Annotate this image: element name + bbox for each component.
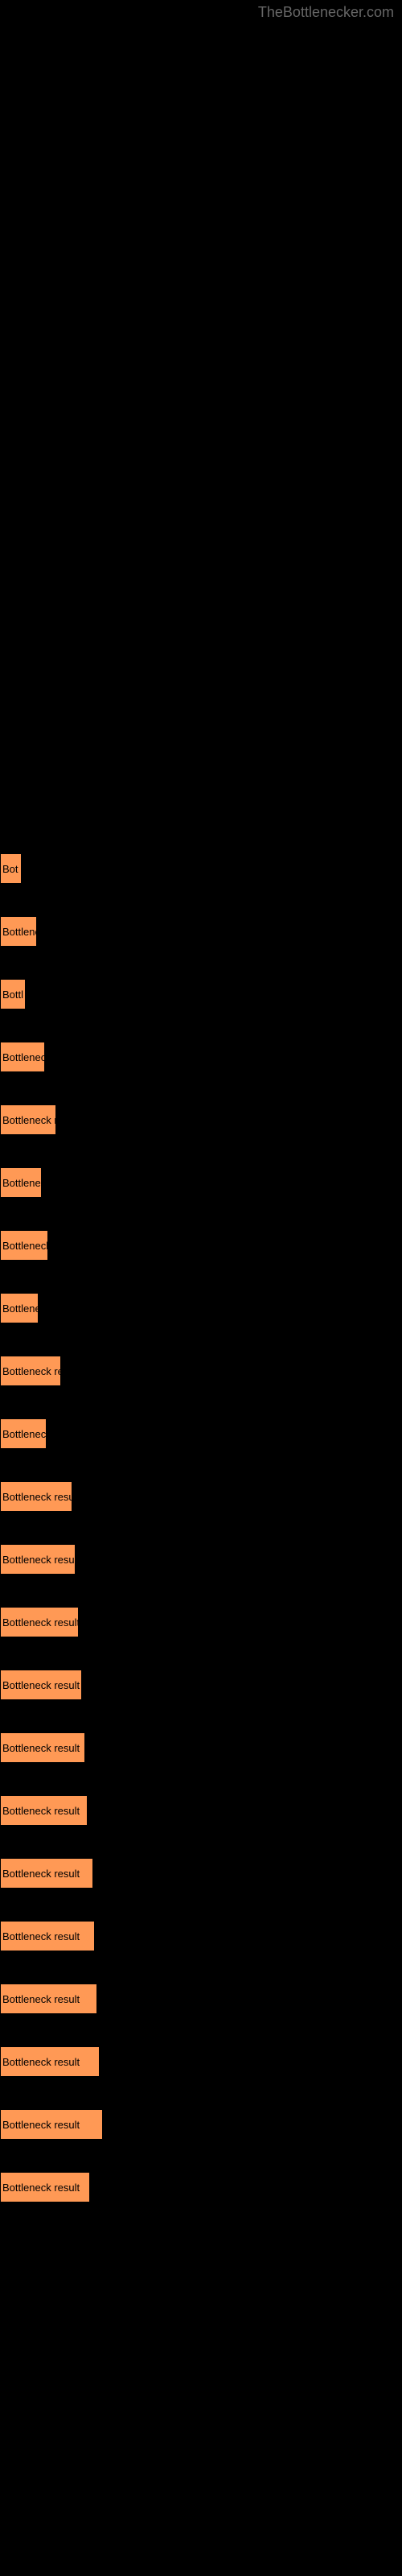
chart-bar: Bottleneck result [0,2109,103,2140]
chart-bar: Bottlenec [0,1167,42,1198]
bar-row: Bottleneck result [0,1858,402,1889]
bar-label: Bottleneck result [2,1616,79,1629]
bar-label: Bottleneck result [2,2119,80,2131]
bar-row: Bottleneck [0,1230,402,1261]
bar-row: Bottleneck [0,1418,402,1449]
chart-bar: Bottleneck result [0,1921,95,1951]
bar-label: Bottleneck result [2,1868,80,1880]
bar-row: Bottlene [0,1293,402,1323]
bar-row: Bottleneck result [0,1481,402,1512]
bar-row: Bottleneck re [0,1104,402,1135]
bar-label: Bottleneck [2,1051,45,1063]
bar-label: Bottleneck result [2,2056,80,2068]
chart-bar: Bottl [0,979,26,1009]
chart-bar: Bottleneck result [0,1544,76,1575]
bar-row: Bottleneck result [0,2046,402,2077]
bar-label: Bottlenec [2,1177,42,1189]
bar-label: Bottleneck result [2,1554,76,1566]
chart-bar: Bottleneck re [0,1104,56,1135]
bar-row: Bottleneck result [0,1795,402,1826]
bar-row: Bottleneck result [0,1984,402,2014]
chart-bar: Bottlene [0,916,37,947]
bar-label: Bottleneck result [2,1930,80,1942]
bar-label: Bottl [2,989,23,1001]
bar-row: Bottleneck [0,1042,402,1072]
chart-bar: Bottlene [0,1293,39,1323]
bar-row: Bottleneck result [0,1544,402,1575]
bar-label: Bottleneck [2,1240,48,1252]
bar-chart: Bot Bottlene Bottl Bottleneck Bottleneck re B… [0,0,402,2202]
bar-row: Bottlenec [0,1167,402,1198]
chart-bar: Bottleneck result [0,1732,85,1763]
chart-bar: Bot [0,853,22,884]
bar-label: Bottleneck result [2,1993,80,2005]
bar-row: Bottlene [0,916,402,947]
chart-bar: Bottleneck result [0,1795,88,1826]
bar-label: Bottleneck result [2,1679,80,1691]
bar-label: Bottleneck result [2,2182,80,2194]
bar-row: Bottleneck result [0,1670,402,1700]
chart-bar: Bottleneck result [0,1670,82,1700]
bar-row: Bot [0,853,402,884]
bar-label: Bot [2,863,18,875]
chart-bar: Bottleneck result [0,2172,90,2202]
chart-bar: Bottleneck result [0,2046,100,2077]
chart-bar: Bottleneck [0,1230,48,1261]
bar-row: Bottleneck result [0,2109,402,2140]
bar-label: Bottleneck result [2,1805,80,1817]
chart-bar: Bottleneck res [0,1356,61,1386]
bar-label: Bottleneck re [2,1114,56,1126]
bar-row: Bottl [0,979,402,1009]
bar-row: Bottleneck result [0,1921,402,1951]
chart-bar: Bottleneck result [0,1607,79,1637]
bar-label: Bottlene [2,926,37,938]
chart-bar: Bottleneck [0,1042,45,1072]
bar-row: Bottleneck result [0,2172,402,2202]
bar-label: Bottleneck [2,1428,47,1440]
chart-bar: Bottleneck result [0,1984,97,2014]
bar-label: Bottleneck res [2,1365,61,1377]
chart-bar: Bottleneck result [0,1481,72,1512]
bar-label: Bottlene [2,1302,39,1315]
bar-row: Bottleneck result [0,1732,402,1763]
bar-label: Bottleneck result [2,1491,72,1503]
bar-row: Bottleneck res [0,1356,402,1386]
bar-label: Bottleneck result [2,1742,80,1754]
watermark-text: TheBottlenecker.com [258,4,394,21]
chart-bar: Bottleneck result [0,1858,93,1889]
bar-row: Bottleneck result [0,1607,402,1637]
chart-bar: Bottleneck [0,1418,47,1449]
